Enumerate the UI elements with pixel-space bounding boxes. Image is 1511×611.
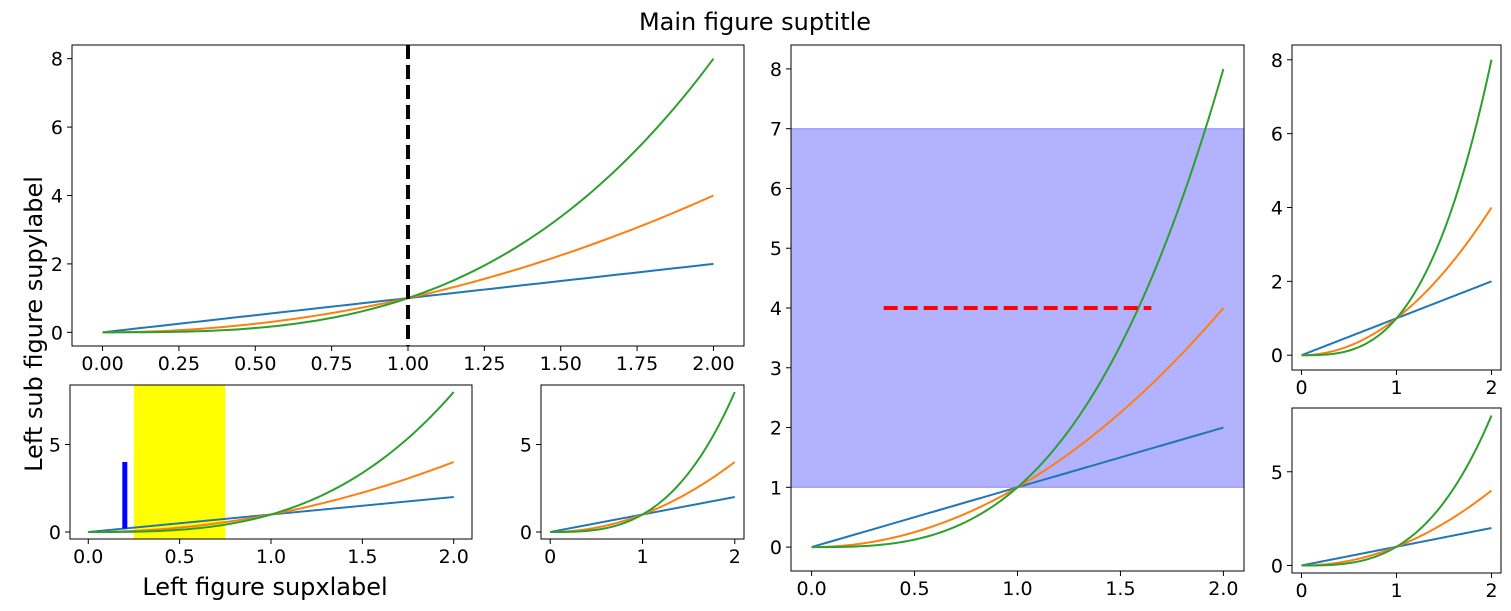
y-tick-label: 0	[1271, 556, 1283, 578]
x-tick-label: 2	[1485, 580, 1497, 602]
y-tick-label: 5	[1271, 462, 1283, 484]
axes-center: 0.0 0.5 1.0 1.5 2.0 0 1 2 3 4 5 6 7 8	[770, 44, 1245, 600]
x-tick-label: 0	[1295, 580, 1307, 602]
x-tick-label: 1.0	[1002, 578, 1032, 600]
axes-top-left: 0.00 0.25 0.50 0.75 1.00 1.25 1.50 1.75 2.00 0 2 4 6…	[51, 44, 745, 375]
x-tick-label: 1.5	[1105, 578, 1135, 600]
axes-layer: 0.00 0.25 0.50 0.75 1.00 1.25 1.50 1.75 2.000246…	[49, 44, 1502, 602]
series-line-3	[1301, 415, 1493, 567]
x-tick-label: 0.00	[81, 353, 123, 375]
left-supylabel: Left sub figure supylabel	[20, 176, 48, 472]
x-tick-label: 0.25	[158, 353, 200, 375]
x-tick-label: 0.75	[310, 353, 352, 375]
y-tick-label: 0	[770, 537, 782, 559]
x-tick-label: 0.0	[796, 578, 826, 600]
x-tick-label: 0.5	[899, 578, 929, 600]
axes-bottom-middle: 0 1 2 0 5	[520, 384, 745, 568]
y-tick-label: 2	[51, 254, 63, 276]
x-tick-label: 1.50	[540, 353, 582, 375]
series-line-3	[550, 391, 736, 533]
x-tick-label: 1.75	[616, 353, 658, 375]
x-tick-label: 1	[1390, 580, 1402, 602]
y-tick-label: 1	[770, 477, 782, 499]
series-line-3	[1301, 59, 1493, 357]
y-tick-label: 2	[1271, 271, 1283, 293]
y-tick-label: 0	[520, 522, 532, 544]
y-tick-label: 7	[770, 119, 782, 141]
figure-suptitle: Main figure suptitle	[639, 8, 871, 36]
axes-bottom-left: 0.0 0.5 1.0 1.5 2.0 0 5	[49, 384, 473, 568]
axes-right-bottom: 0 1 2 0 5	[1271, 407, 1502, 602]
x-tick-label: 0.0	[73, 546, 103, 568]
x-tick-label: 0.5	[165, 546, 195, 568]
x-tick-label: 1.5	[347, 546, 377, 568]
x-tick-label: 1	[636, 546, 648, 568]
x-tick-label: 1.25	[463, 353, 505, 375]
x-tick-label: 0	[1295, 377, 1307, 399]
y-tick-label: 8	[1271, 50, 1283, 72]
x-tick-label: 1.00	[387, 353, 429, 375]
y-tick-label: 0	[49, 522, 61, 544]
y-tick-label: 6	[51, 117, 63, 139]
y-tick-label: 6	[770, 178, 782, 200]
plot-area-top-left	[102, 45, 715, 346]
y-tick-label: 6	[1271, 124, 1283, 146]
plot-area-bottom-left	[88, 385, 455, 539]
plot-area-right-top	[1301, 59, 1493, 357]
axes-right-top: 0 1 2 0 2 4 6 8	[1271, 44, 1502, 399]
y-tick-label: 5	[770, 238, 782, 260]
y-tick-label: 5	[520, 435, 532, 457]
plot-area-center	[791, 68, 1244, 549]
x-tick-label: 0.50	[234, 353, 276, 375]
x-tick-label: 2.0	[1208, 578, 1238, 600]
y-tick-label: 4	[51, 186, 63, 208]
y-tick-label: 4	[770, 298, 782, 320]
y-tick-label: 0	[51, 322, 63, 344]
y-tick-label: 8	[770, 59, 782, 81]
x-tick-label: 2.0	[439, 546, 469, 568]
plot-area-right-bottom	[1301, 415, 1493, 567]
x-tick-label: 2.00	[692, 353, 734, 375]
x-tick-label: 1.0	[256, 546, 286, 568]
y-tick-label: 8	[51, 49, 63, 71]
plot-area-bottom-middle	[550, 391, 736, 533]
series-line-3	[88, 391, 455, 533]
y-tick-label: 2	[770, 418, 782, 440]
axvspan-region	[133, 385, 226, 539]
y-tick-label: 0	[1271, 345, 1283, 367]
y-tick-label: 4	[1271, 198, 1283, 220]
series-line-3	[811, 68, 1225, 549]
left-supxlabel: Left figure supxlabel	[142, 573, 387, 601]
x-tick-label: 2	[729, 546, 741, 568]
x-tick-label: 1	[1390, 377, 1402, 399]
x-tick-label: 0	[544, 546, 556, 568]
y-tick-label: 5	[49, 435, 61, 457]
x-tick-label: 2	[1485, 377, 1497, 399]
y-tick-label: 3	[770, 358, 782, 380]
